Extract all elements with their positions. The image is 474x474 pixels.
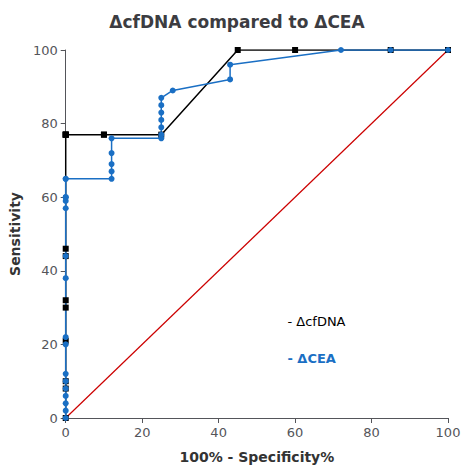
svg-text:- ΔcfDNA: - ΔcfDNA xyxy=(287,314,345,329)
svg-text:- ΔCEA: - ΔCEA xyxy=(287,351,335,366)
svg-text:40: 40 xyxy=(210,425,227,440)
svg-text:100% - Specificity%: 100% - Specificity% xyxy=(179,449,334,465)
svg-text:60: 60 xyxy=(287,425,304,440)
svg-text:20: 20 xyxy=(134,425,151,440)
svg-text:80: 80 xyxy=(41,116,58,131)
svg-text:0: 0 xyxy=(62,425,70,440)
svg-text:60: 60 xyxy=(41,190,58,205)
svg-text:ΔcfDNA compared to ΔCEA: ΔcfDNA compared to ΔCEA xyxy=(109,12,365,32)
svg-text:100: 100 xyxy=(436,425,461,440)
svg-text:20: 20 xyxy=(41,337,58,352)
svg-text:0: 0 xyxy=(49,411,57,426)
svg-text:40: 40 xyxy=(41,263,58,278)
svg-text:Sensitivity: Sensitivity xyxy=(7,192,23,276)
svg-text:100: 100 xyxy=(33,43,58,58)
svg-text:80: 80 xyxy=(363,425,380,440)
